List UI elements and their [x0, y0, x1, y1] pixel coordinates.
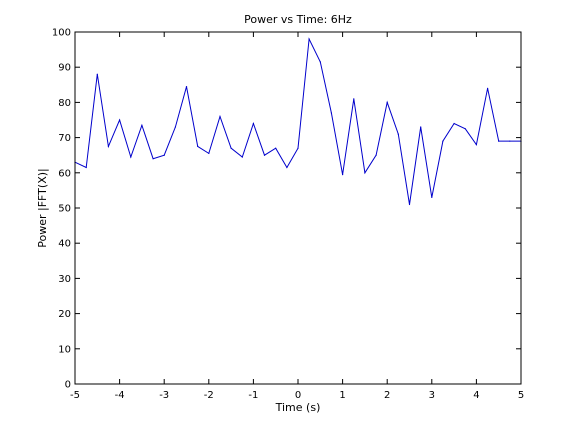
data-point — [230, 147, 232, 149]
data-point — [174, 126, 176, 128]
data-point — [241, 156, 243, 158]
data-point — [219, 115, 221, 118]
data-point — [197, 145, 199, 147]
data-point — [252, 122, 254, 125]
x-tick-label: 0 — [295, 390, 301, 401]
data-point — [275, 147, 277, 149]
y-tick-label: 40 — [58, 239, 71, 250]
plot-area-frame — [74, 31, 522, 385]
y-tick-label: 90 — [58, 63, 71, 74]
y-tick-label: 100 — [52, 28, 71, 39]
y-tick-label: 10 — [58, 344, 71, 355]
data-point — [442, 140, 444, 142]
data-point — [130, 156, 132, 158]
data-point — [286, 166, 288, 169]
data-point — [453, 122, 455, 125]
data-point — [85, 166, 87, 169]
data-point — [263, 154, 266, 156]
y-tick-label: 50 — [58, 204, 71, 215]
data-point — [353, 98, 355, 100]
x-tick-label: -4 — [115, 390, 125, 401]
y-tick-label: 80 — [58, 98, 71, 109]
y-tick-label: 30 — [58, 274, 71, 285]
data-point — [364, 172, 366, 174]
x-tick-label: -2 — [204, 390, 214, 401]
data-point — [297, 147, 299, 149]
data-point — [163, 154, 165, 156]
data-point — [397, 133, 399, 135]
x-axis-label: Time (s) — [275, 401, 321, 414]
data-point — [185, 86, 188, 88]
data-point — [330, 112, 332, 114]
data-point — [308, 38, 310, 40]
x-tick-label: -1 — [248, 390, 258, 401]
y-tick-label: 70 — [58, 133, 71, 144]
data-point — [107, 145, 109, 147]
data-point — [408, 203, 411, 206]
data-point — [498, 140, 500, 142]
data-point — [464, 128, 466, 130]
data-point — [431, 196, 433, 198]
data-point — [96, 73, 98, 75]
data-point — [152, 158, 154, 160]
data-point — [420, 126, 422, 128]
x-tick-label: 4 — [473, 390, 479, 401]
data-point — [509, 140, 511, 142]
data-point — [475, 144, 477, 146]
y-tick-label: 60 — [58, 168, 71, 179]
data-point — [487, 87, 489, 89]
x-tick-label: 5 — [518, 390, 524, 401]
data-point — [208, 152, 210, 154]
x-tick-label: 2 — [384, 390, 390, 401]
y-axis-label: Power |FFT(X)| — [36, 168, 49, 247]
data-point — [119, 119, 121, 121]
data-point — [342, 174, 344, 176]
x-tick-label: 1 — [339, 390, 345, 401]
chart-title: Power vs Time: 6Hz — [244, 13, 352, 26]
x-tick-label: -5 — [70, 390, 80, 401]
y-tick-label: 20 — [58, 309, 71, 320]
data-point — [141, 124, 143, 126]
x-tick-label: 3 — [429, 390, 435, 401]
data-point — [375, 154, 377, 156]
x-tick-label: -3 — [159, 390, 169, 401]
data-point — [319, 61, 321, 63]
y-tick-label: 0 — [65, 380, 71, 391]
data-point — [386, 101, 388, 103]
